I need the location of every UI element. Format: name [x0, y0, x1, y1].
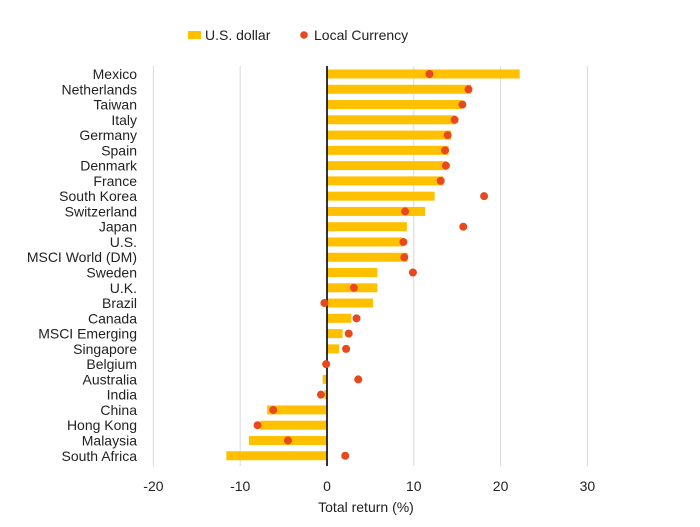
dot-local-germany — [443, 131, 452, 140]
dot-local-spain — [441, 146, 450, 155]
dot-local-netherlands — [464, 85, 473, 94]
dot-local-malaysia — [283, 436, 292, 445]
dot-local-south-africa — [341, 451, 350, 460]
dot-local-china — [269, 405, 278, 414]
category-label-mexico: Mexico — [93, 66, 138, 82]
x-tick-10: 10 — [406, 478, 422, 494]
category-label-germany: Germany — [79, 127, 137, 143]
bar-usd-china — [267, 405, 327, 415]
category-label-spain: Spain — [101, 142, 137, 158]
bar-usd-japan — [327, 222, 407, 232]
dot-local-france — [436, 176, 445, 185]
category-label-south-africa: South Africa — [62, 448, 138, 464]
category-label-taiwan: Taiwan — [93, 97, 137, 113]
bar-usd-canada — [327, 313, 352, 323]
category-label-msci-emerging: MSCI Emerging — [38, 326, 137, 342]
local-currency-dots — [253, 70, 489, 460]
dot-local-taiwan — [458, 100, 467, 109]
legend-swatch-local — [300, 31, 308, 39]
bar-usd-taiwan — [327, 100, 462, 110]
category-label-denmark: Denmark — [80, 158, 138, 174]
bar-usd-u-s — [327, 237, 404, 247]
category-label-malaysia: Malaysia — [82, 432, 137, 448]
bar-usd-switzerland — [327, 206, 426, 216]
category-label-u-s: U.S. — [110, 234, 137, 250]
legend-swatch-usd — [188, 31, 201, 39]
dot-local-denmark — [441, 161, 450, 170]
dot-local-belgium — [322, 360, 331, 369]
category-label-japan: Japan — [99, 219, 137, 235]
bar-usd-sweden — [327, 268, 378, 278]
bar-usd-singapore — [327, 344, 340, 354]
dot-local-brazil — [320, 299, 329, 308]
bar-usd-germany — [327, 130, 452, 140]
dot-local-hong-kong — [253, 421, 262, 430]
category-label-belgium: Belgium — [86, 356, 137, 372]
dot-local-canada — [352, 314, 361, 323]
category-label-south-korea: South Korea — [59, 188, 137, 204]
category-label-u-k: U.K. — [110, 280, 137, 296]
bar-usd-netherlands — [327, 84, 472, 94]
gridlines — [152, 66, 588, 466]
dot-local-japan — [459, 222, 468, 231]
bar-usd-south-africa — [226, 451, 327, 461]
bar-usd-india — [324, 390, 327, 400]
x-tick-20: 20 — [493, 478, 509, 494]
dot-local-italy — [450, 115, 459, 124]
category-label-australia: Australia — [83, 371, 138, 387]
x-tick-neg20: -20 — [143, 478, 163, 494]
bar-usd-msci-world-dm — [327, 252, 408, 262]
legend-label-local: Local Currency — [314, 27, 408, 43]
bar-usd-spain — [327, 145, 449, 155]
x-tick-0: 0 — [323, 478, 331, 494]
category-label-switzerland: Switzerland — [65, 203, 137, 219]
dot-local-u-s — [399, 237, 408, 246]
category-label-italy: Italy — [111, 112, 137, 128]
dot-local-msci-world-dm — [400, 253, 409, 262]
category-label-canada: Canada — [88, 310, 137, 326]
category-label-china: China — [100, 402, 137, 418]
x-tick-neg10: -10 — [230, 478, 250, 494]
bar-usd-australia — [322, 374, 327, 384]
dot-local-switzerland — [401, 207, 410, 216]
dot-local-sweden — [408, 268, 417, 277]
category-label-sweden: Sweden — [86, 265, 137, 281]
category-label-france: France — [93, 173, 137, 189]
dot-local-south-korea — [480, 192, 489, 201]
bar-usd-south-korea — [327, 191, 435, 201]
bar-usd-france — [327, 176, 444, 186]
dot-local-singapore — [342, 344, 351, 353]
bar-usd-denmark — [327, 161, 447, 171]
category-label-hong-kong: Hong Kong — [67, 417, 137, 433]
dot-local-australia — [354, 375, 363, 384]
bar-usd-mexico — [327, 69, 520, 79]
x-tick-labels: -20 -10 0 10 20 30 — [143, 478, 595, 494]
dot-local-u-k — [349, 283, 358, 292]
legend-label-usd: U.S. dollar — [205, 27, 271, 43]
category-label-india: India — [107, 387, 138, 403]
x-tick-30: 30 — [580, 478, 596, 494]
bar-usd-brazil — [327, 298, 374, 308]
bar-usd-italy — [327, 115, 456, 125]
chart-legend: U.S. dollar Local Currency — [188, 27, 408, 43]
x-axis-label: Total return (%) — [318, 499, 414, 515]
usd-bars — [226, 69, 520, 461]
category-labels: MexicoNetherlandsTaiwanItalyGermanySpain… — [27, 66, 138, 464]
category-label-netherlands: Netherlands — [62, 81, 138, 97]
bar-usd-msci-emerging — [327, 329, 343, 339]
dot-local-india — [316, 390, 325, 399]
category-label-msci-world-dm: MSCI World (DM) — [27, 249, 137, 265]
category-label-singapore: Singapore — [73, 341, 137, 357]
category-label-brazil: Brazil — [102, 295, 137, 311]
bar-usd-hong-kong — [260, 420, 327, 430]
dot-local-msci-emerging — [344, 329, 353, 338]
dot-local-mexico — [425, 70, 434, 78]
